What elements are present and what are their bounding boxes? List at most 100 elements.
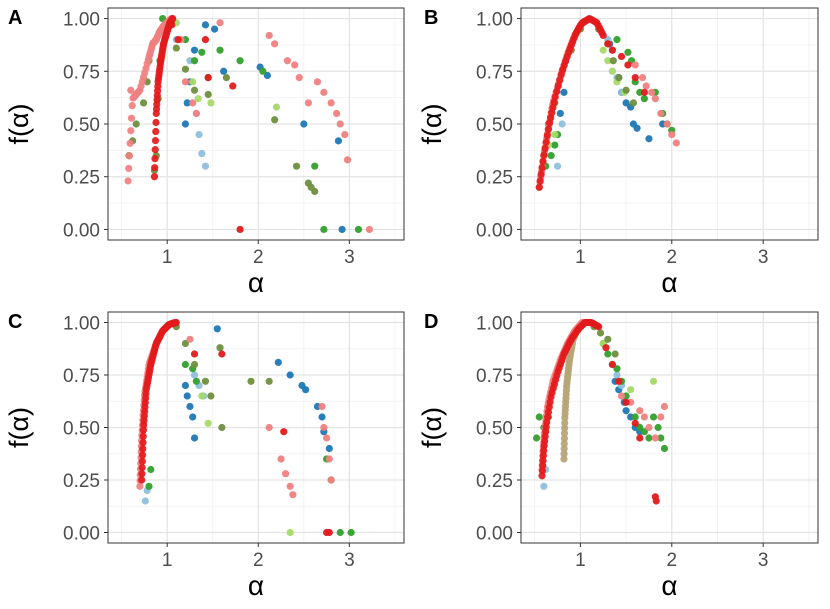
series-red	[150, 14, 244, 234]
data-point	[640, 88, 648, 96]
data-point	[561, 419, 569, 427]
data-point	[599, 46, 607, 54]
data-point	[560, 88, 568, 96]
data-point	[542, 138, 550, 146]
y-tick-label: 1.00	[63, 10, 100, 31]
data-point	[151, 146, 159, 154]
grid-lines	[108, 8, 404, 240]
data-point	[638, 74, 647, 82]
data-point	[631, 413, 639, 421]
data-point	[336, 120, 344, 128]
data-point	[181, 360, 190, 369]
data-point	[259, 67, 267, 75]
data-point	[336, 528, 344, 537]
data-point	[172, 44, 180, 52]
data-point	[138, 476, 146, 484]
data-point	[325, 528, 333, 537]
data-point	[617, 392, 626, 400]
data-point	[216, 344, 224, 352]
data-point	[649, 377, 658, 385]
data-point	[537, 170, 545, 178]
data-point	[189, 78, 197, 86]
data-point	[216, 46, 224, 54]
data-point	[311, 187, 319, 196]
data-point	[596, 329, 605, 337]
data-point	[147, 465, 155, 474]
data-point	[138, 457, 146, 465]
data-point	[132, 120, 140, 128]
data-point	[220, 67, 228, 75]
data-point	[195, 130, 203, 139]
data-point	[535, 183, 543, 191]
data-point	[141, 497, 149, 505]
data-point	[181, 339, 190, 348]
data-point	[622, 398, 630, 406]
data-point	[602, 344, 610, 352]
x-axis-title: α	[661, 267, 677, 298]
data-point	[636, 407, 644, 415]
y-tick-label: 0.50	[63, 115, 100, 136]
data-point	[190, 434, 199, 442]
data-point	[194, 95, 202, 103]
data-point	[236, 57, 244, 65]
y-tick-label: 0.50	[63, 419, 100, 440]
data-point	[354, 225, 363, 234]
data-point	[560, 434, 568, 443]
x-axis-title: α	[248, 570, 264, 601]
series-olive	[172, 323, 273, 432]
data-point	[265, 423, 273, 432]
data-point	[532, 434, 541, 442]
x-tick-label: 3	[758, 247, 769, 268]
data-point	[292, 162, 301, 170]
y-tick-label: 0.75	[63, 62, 100, 83]
data-point	[168, 21, 176, 29]
x-tick-label: 2	[253, 550, 264, 571]
data-point	[320, 88, 328, 96]
y-tick-label: 0.00	[63, 220, 100, 241]
data-point	[127, 114, 136, 122]
data-point	[657, 413, 665, 421]
data-point	[551, 141, 559, 149]
y-tick-label: 0.75	[476, 366, 513, 387]
x-tick-label: 1	[162, 247, 173, 268]
data-point	[300, 120, 308, 128]
data-point	[624, 48, 632, 56]
data-point	[553, 87, 561, 96]
data-point	[560, 439, 568, 448]
data-point	[608, 67, 616, 75]
data-point	[617, 52, 626, 61]
y-tick-label: 0.75	[63, 366, 100, 387]
grid-lines	[521, 312, 818, 543]
data-point	[145, 482, 153, 490]
data-point	[651, 95, 659, 103]
y-tick-label: 0.25	[63, 471, 100, 492]
data-point	[151, 136, 160, 145]
data-points	[136, 318, 355, 537]
panel-a: 0.00 0.25 0.50 0.75 1.00 1 2 3 α f(α) A	[4, 7, 405, 298]
data-point	[277, 455, 285, 463]
data-points	[535, 14, 680, 191]
data-point	[613, 371, 621, 379]
data-point	[204, 419, 212, 427]
data-point	[651, 434, 659, 442]
data-point	[152, 127, 160, 136]
data-point	[181, 65, 190, 73]
data-point	[343, 156, 352, 164]
data-point	[560, 455, 568, 463]
data-point	[535, 413, 543, 421]
data-point	[151, 155, 159, 163]
data-point	[611, 350, 619, 358]
data-point	[174, 36, 182, 44]
data-point	[265, 377, 273, 385]
data-point	[216, 19, 224, 27]
data-point	[222, 74, 230, 82]
data-point	[286, 371, 294, 379]
data-point	[663, 120, 671, 128]
data-point	[139, 445, 147, 453]
panel-c: 0.00 0.25 0.50 0.75 1.00 1 2 3 α f(α) C	[4, 311, 405, 601]
data-point	[236, 225, 244, 234]
data-point	[218, 423, 226, 432]
data-point	[636, 434, 644, 442]
data-point	[280, 428, 288, 436]
data-point	[660, 444, 669, 453]
